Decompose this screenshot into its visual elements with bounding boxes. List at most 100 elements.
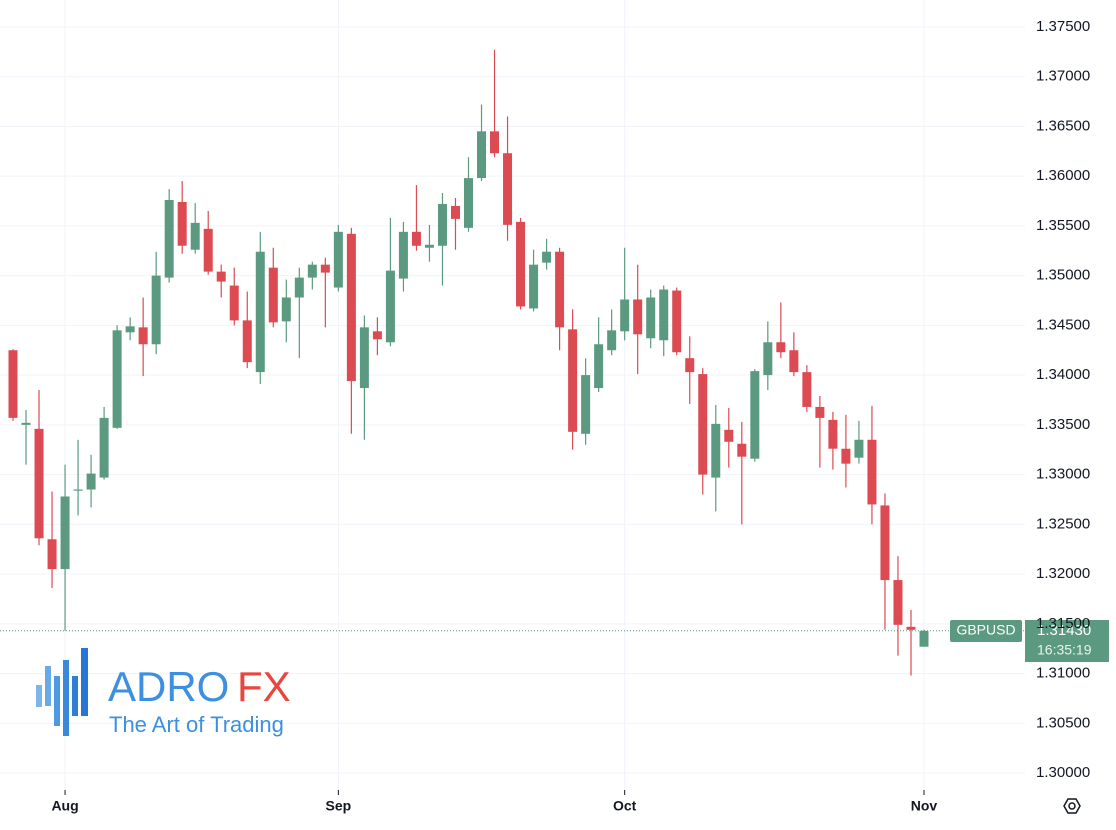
candle-body xyxy=(424,244,434,248)
candle-body xyxy=(359,327,369,389)
candle-body xyxy=(490,131,500,154)
candle-body xyxy=(320,264,330,273)
y-tick-label: 1.30000 xyxy=(1036,764,1090,781)
candle-body xyxy=(880,505,890,581)
candle-body xyxy=(646,297,656,339)
candle-body xyxy=(333,231,343,288)
candle-body xyxy=(99,417,109,478)
candle-body xyxy=(919,630,929,647)
candle-body xyxy=(633,299,643,335)
candle-body xyxy=(867,439,877,505)
candle-body xyxy=(47,539,57,570)
settings-dot[interactable] xyxy=(1068,802,1076,810)
candle-body xyxy=(464,178,473,228)
candle-body xyxy=(685,358,695,373)
candle-body xyxy=(8,350,18,418)
candle-body xyxy=(893,580,903,625)
candle-body xyxy=(268,267,278,323)
candle-body xyxy=(763,342,773,376)
candle-body xyxy=(216,271,226,282)
candle-body xyxy=(86,473,96,490)
candle-body xyxy=(555,251,565,328)
y-tick-label: 1.33000 xyxy=(1036,466,1090,483)
candle-body xyxy=(672,290,682,353)
candle-body xyxy=(503,153,513,225)
y-tick-label: 1.37000 xyxy=(1036,68,1090,85)
y-tick-label: 1.34500 xyxy=(1036,316,1090,333)
candle-body xyxy=(789,350,799,373)
candle-body xyxy=(815,406,825,418)
candle-body xyxy=(307,264,317,278)
candle-body xyxy=(190,222,200,250)
price-label: GBPUSD 1.31430 16:35:19 xyxy=(950,620,1109,662)
candle-body xyxy=(477,131,487,179)
candle-body xyxy=(516,221,526,307)
logo: ADRO FX The Art of Trading xyxy=(36,648,291,737)
y-tick-label: 1.36000 xyxy=(1036,167,1090,184)
candle-body xyxy=(542,251,552,263)
candle-body xyxy=(385,270,395,343)
candle-body xyxy=(281,297,291,322)
candle-body xyxy=(34,428,44,539)
candle-body xyxy=(294,277,304,298)
candle-body xyxy=(112,330,122,428)
candle-body xyxy=(164,199,174,278)
candle-body xyxy=(242,320,252,363)
candle-body xyxy=(21,422,31,425)
candles xyxy=(8,49,929,676)
logo-bar xyxy=(36,685,42,707)
candle-body xyxy=(125,326,135,333)
logo-bar xyxy=(72,676,78,716)
price-box xyxy=(1025,620,1109,662)
candle-body xyxy=(828,419,838,449)
candle-body xyxy=(607,330,617,351)
candle-body xyxy=(229,285,239,321)
candle-body xyxy=(659,289,669,341)
settings-hexagon[interactable] xyxy=(1063,798,1081,814)
candle-body xyxy=(906,626,916,630)
y-tick-label: 1.30500 xyxy=(1036,714,1090,731)
logo-bar xyxy=(63,660,69,736)
candle-body xyxy=(841,448,851,464)
candle-body xyxy=(151,275,161,345)
settings-icon[interactable] xyxy=(1063,798,1081,814)
candle-body xyxy=(203,228,213,272)
logo-bar xyxy=(45,666,51,706)
candle-body xyxy=(568,329,578,432)
brand-suffix: FX xyxy=(237,663,291,710)
candle-body xyxy=(450,205,460,219)
candle-body xyxy=(437,203,447,246)
y-tick-label: 1.31000 xyxy=(1036,665,1090,682)
candle-body xyxy=(529,264,539,309)
candle-body xyxy=(398,231,408,279)
x-tick-label: Aug xyxy=(51,798,78,814)
y-tick-label: 1.35500 xyxy=(1036,217,1090,234)
candle-body xyxy=(724,429,734,442)
brand-name: ADRO xyxy=(108,663,229,710)
candle-body xyxy=(776,342,786,353)
y-tick-label: 1.37500 xyxy=(1036,18,1090,35)
candle-body xyxy=(138,327,148,345)
y-tick-label: 1.33500 xyxy=(1036,416,1090,433)
candle-body xyxy=(737,443,747,457)
candle-body xyxy=(581,375,591,434)
candle-body xyxy=(177,201,187,246)
logo-bar xyxy=(54,676,60,726)
last-price-label: 1.31430 xyxy=(1037,622,1091,639)
candle-body xyxy=(854,439,864,458)
candle-body xyxy=(255,251,265,373)
x-tick-label: Nov xyxy=(911,798,938,814)
candle-body xyxy=(594,344,604,389)
candle-body xyxy=(346,233,356,382)
y-tick-label: 1.31500 xyxy=(1036,615,1090,632)
brand-tagline: The Art of Trading xyxy=(109,712,284,737)
candle-body xyxy=(698,374,708,475)
candle-body xyxy=(620,299,630,332)
symbol-label: GBPUSD xyxy=(956,622,1015,638)
logo-bar xyxy=(81,648,88,716)
candle-body xyxy=(372,331,382,340)
candle-body xyxy=(60,496,70,570)
candle-body xyxy=(73,489,83,491)
symbol-box xyxy=(950,620,1022,642)
